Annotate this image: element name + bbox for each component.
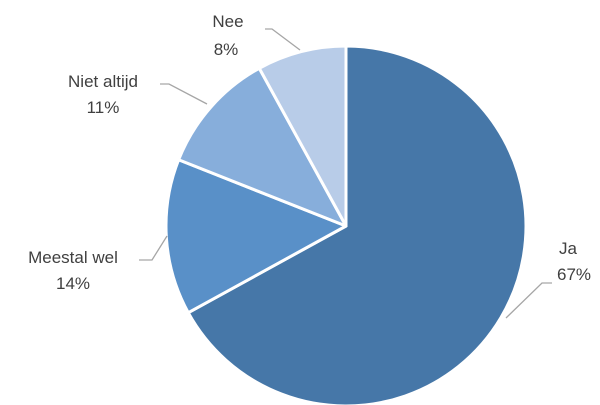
slice-value-niet-altijd: 11% [87, 98, 120, 117]
pie-slice-nee [257, 44, 348, 228]
slice-value-meestal-wel: 14% [56, 274, 90, 293]
leader-line-nee [265, 28, 301, 51]
leader-line-meestal-wel [139, 235, 168, 261]
pie-slice-niet-altijd [177, 66, 348, 228]
slice-label-niet-altijd: Niet altijd [68, 72, 138, 91]
leader-line-niet-altijd [160, 83, 208, 105]
leader-line-ja [505, 282, 552, 319]
slice-value-nee: 8% [214, 40, 239, 59]
pie-slice-ja [186, 44, 528, 405]
pie-slices [164, 44, 528, 405]
slice-label-nee: Nee [212, 12, 243, 31]
slice-label-ja: Ja [559, 239, 578, 258]
slice-value-ja: 67% [557, 265, 591, 284]
slice-label-meestal-wel: Meestal wel [28, 248, 118, 267]
